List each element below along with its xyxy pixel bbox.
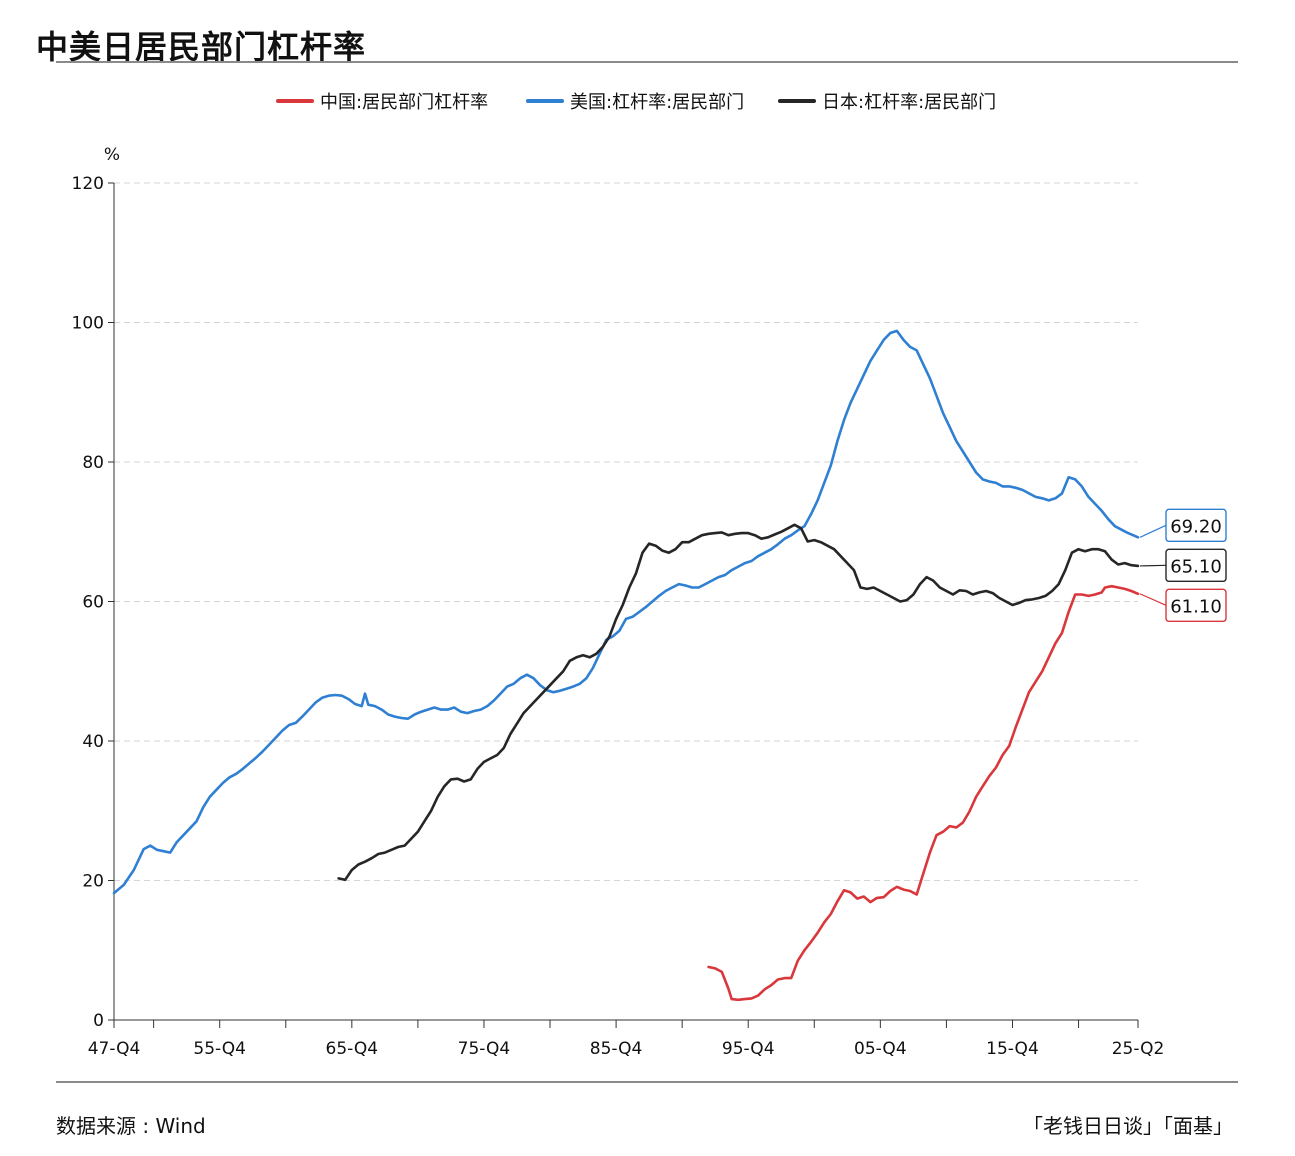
- x-tick-label: 85-Q4: [590, 1039, 643, 1059]
- y-tick-label: 20: [82, 872, 104, 892]
- end-label-box: [1165, 588, 1227, 623]
- end-label-value: 61.10: [1170, 596, 1222, 617]
- end-label-connector: [1139, 524, 1167, 538]
- x-tick-label: 47-Q4: [88, 1039, 141, 1059]
- x-tick-label: 55-Q4: [193, 1039, 246, 1059]
- x-tick-label: 65-Q4: [326, 1039, 379, 1059]
- end-labels: 69.20 65.10 61.10: [1139, 508, 1227, 623]
- title-divider: [56, 61, 1238, 63]
- series-line-2: [337, 523, 1140, 882]
- x-tick-label: 15-Q4: [986, 1039, 1039, 1059]
- data-source: 数据来源 : Wind: [56, 1114, 206, 1138]
- end-label-box: [1165, 548, 1227, 583]
- legend-label: 中国:居民部门杠杆率: [320, 92, 488, 113]
- end-label-connector: [1139, 564, 1167, 567]
- end-label-value: 69.20: [1170, 516, 1222, 537]
- y-tick-label: 40: [82, 732, 104, 752]
- legend-label: 日本:杠杆率:居民部门: [822, 92, 996, 113]
- page-title: 中美日居民部门杠杆率: [36, 28, 367, 66]
- x-tick-label: 05-Q4: [854, 1039, 907, 1059]
- end-label-box: [1165, 508, 1227, 543]
- brand-tag: 「老钱日日谈」「面基」: [1023, 1114, 1233, 1138]
- x-tick-label: 25-Q2: [1112, 1039, 1165, 1059]
- y-tick-label: 0: [93, 1011, 104, 1031]
- series-lines: [112, 329, 1140, 1002]
- y-tick-label: 80: [82, 453, 104, 473]
- y-axis-unit: %: [104, 145, 120, 165]
- x-tick-label: 75-Q4: [458, 1039, 511, 1059]
- end-label-value: 65.10: [1170, 556, 1222, 577]
- y-tick-label: 120: [72, 174, 104, 194]
- axes: 0 20 40 60 80 100 120% 47-Q4 55-Q4 65-Q4 75-Q4 85-Q…: [72, 145, 1165, 1059]
- legend: 中国:居民部门杠杆率 美国:杠杆率:居民部门 日本:杠杆率:居民部门: [276, 92, 996, 113]
- series-line-1: [112, 329, 1140, 895]
- x-tick-label: 95-Q4: [722, 1039, 775, 1059]
- series-line-0: [707, 584, 1140, 1002]
- legend-label: 美国:杠杆率:居民部门: [570, 92, 744, 113]
- footer-divider: [56, 1081, 1238, 1083]
- end-label-connector: [1139, 593, 1167, 606]
- y-tick-label: 60: [82, 593, 104, 613]
- grid-lines: [114, 182, 1138, 881]
- y-tick-label: 100: [72, 314, 104, 334]
